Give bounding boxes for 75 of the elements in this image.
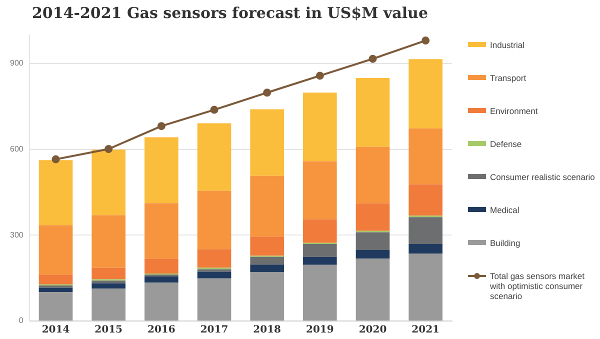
legend-label: Environment	[490, 106, 538, 116]
bar	[408, 59, 442, 128]
bar	[92, 215, 126, 268]
bar	[408, 244, 442, 254]
legend-label: Building	[490, 238, 520, 248]
legend-label: Consumer realistic scenario	[490, 172, 595, 182]
point	[157, 122, 166, 130]
bar	[92, 288, 126, 320]
bar	[197, 190, 232, 250]
y-tick-label: 0	[18, 316, 24, 326]
bar	[144, 258, 178, 274]
bar	[408, 184, 442, 216]
bar	[356, 203, 390, 231]
x-tick-label: 2017	[200, 324, 228, 336]
y-tick-label: 900	[10, 58, 24, 68]
x-tick-label: 2014	[42, 324, 70, 336]
legend-label: Transport	[490, 73, 526, 83]
bar	[356, 258, 390, 320]
bar	[197, 269, 232, 272]
x-tick-label: 2015	[94, 324, 123, 336]
legend-label: Total gas sensors market with optimistic consumer scenario	[490, 271, 586, 301]
bar	[197, 278, 232, 320]
bar	[144, 137, 178, 204]
point	[368, 54, 377, 63]
x-tick-label: 2018	[253, 324, 282, 336]
bar	[356, 78, 390, 147]
bar	[92, 268, 126, 280]
bar	[250, 256, 284, 265]
bar	[92, 150, 126, 216]
bar	[250, 176, 284, 237]
bar	[197, 123, 232, 191]
bar	[38, 288, 73, 292]
bar	[38, 274, 73, 284]
point	[104, 144, 113, 153]
chart-title: 2014-2021 Gas sensors forecast in US$M value	[31, 4, 429, 22]
bar	[303, 264, 337, 320]
point	[210, 106, 218, 114]
point	[316, 72, 324, 80]
point	[422, 36, 430, 45]
point	[52, 155, 60, 164]
bar	[250, 264, 284, 272]
bar	[38, 160, 73, 226]
bar	[356, 146, 390, 204]
bar	[356, 232, 390, 250]
bar	[144, 276, 178, 283]
x-tick-label: 2021	[412, 324, 440, 336]
bar	[303, 92, 337, 162]
bar	[92, 280, 126, 284]
bar	[303, 161, 337, 220]
y-tick-label: 600	[10, 144, 24, 154]
bar	[197, 272, 232, 278]
legend-label: Medical	[490, 205, 520, 215]
bar	[408, 217, 442, 244]
x-tick-label: 2020	[358, 324, 387, 336]
y-tick-label: 300	[10, 230, 24, 240]
bar	[38, 292, 73, 320]
bar	[303, 219, 337, 243]
legend-label: Defense	[490, 139, 522, 149]
bar	[408, 253, 442, 320]
bar	[303, 244, 337, 257]
bar	[408, 128, 442, 184]
bar	[250, 236, 284, 256]
bar	[92, 283, 126, 289]
bar	[197, 249, 232, 268]
legend-label: Industrial	[490, 40, 524, 50]
bar	[250, 272, 284, 320]
x-tick-label: 2019	[306, 324, 334, 336]
bar	[38, 225, 73, 275]
x-tick-label: 2016	[148, 324, 176, 336]
bar	[250, 109, 284, 176]
bar	[144, 203, 178, 259]
bar	[303, 256, 337, 265]
bar	[144, 282, 178, 320]
point	[263, 88, 272, 97]
bar	[356, 250, 390, 259]
